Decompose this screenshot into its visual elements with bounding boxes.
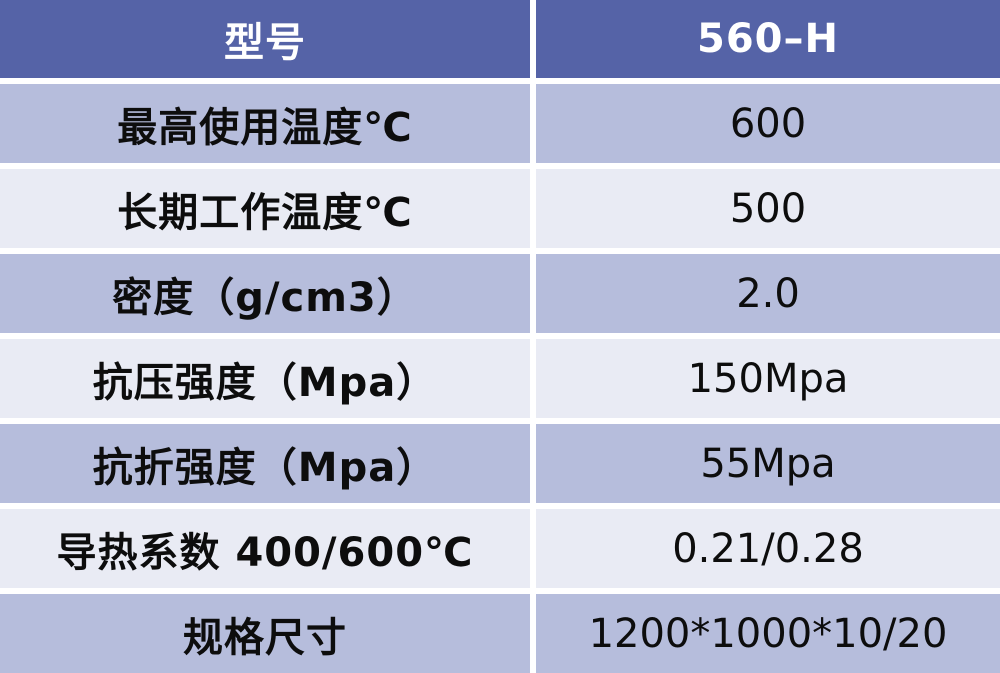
row-label-compressive-strength: 抗压强度（Mpa） <box>0 339 530 418</box>
row-value-long-term-working-temperature: 500 <box>536 169 1000 248</box>
row-value-thermal-conductivity: 0.21/0.28 <box>536 509 1000 588</box>
row-label-thermal-conductivity: 导热系数 400/600℃ <box>0 509 530 588</box>
row-value-flexural-strength: 55Mpa <box>536 424 1000 503</box>
row-label-max-use-temperature: 最高使用温度℃ <box>0 84 530 163</box>
row-value-specification-size: 1200*1000*10/20 <box>536 594 1000 673</box>
row-label-density: 密度（g/cm3） <box>0 254 530 333</box>
row-value-max-use-temperature: 600 <box>536 84 1000 163</box>
header-cell-model-label: 型号 <box>0 0 530 78</box>
row-value-compressive-strength: 150Mpa <box>536 339 1000 418</box>
row-label-specification-size: 规格尺寸 <box>0 594 530 673</box>
row-label-flexural-strength: 抗折强度（Mpa） <box>0 424 530 503</box>
row-label-long-term-working-temperature: 长期工作温度℃ <box>0 169 530 248</box>
header-cell-model-value: 560–H <box>536 0 1000 78</box>
row-value-density: 2.0 <box>536 254 1000 333</box>
